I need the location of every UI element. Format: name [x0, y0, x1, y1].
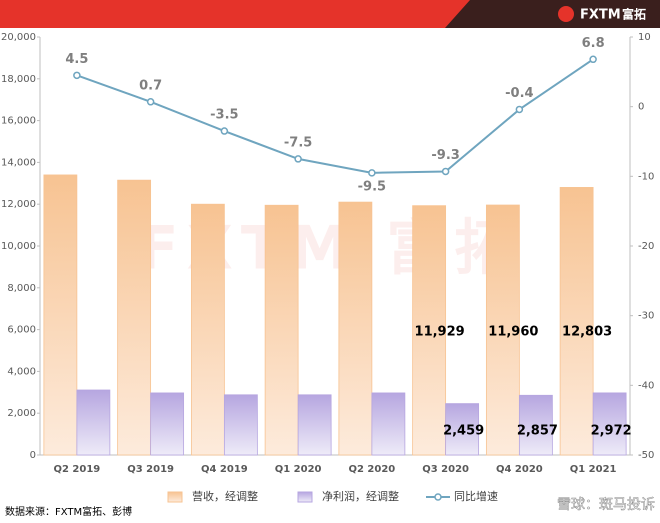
line-marker — [294, 155, 302, 163]
logo-text-cn: 富拓 — [622, 7, 646, 22]
legend-label: 营收，经调整 — [192, 489, 258, 503]
line-label: -9.3 — [431, 148, 459, 163]
y-tick-label: 0 — [30, 450, 36, 461]
y2-tick-label: -50 — [638, 450, 654, 461]
data-label: 2,857 — [517, 424, 558, 439]
x-tick-label: Q3 2020 — [422, 464, 469, 475]
bar — [518, 394, 553, 456]
y2-tick-label: -40 — [638, 380, 654, 391]
y-tick-label: 2,000 — [7, 408, 36, 419]
bar — [338, 201, 373, 456]
logo-icon — [558, 6, 574, 22]
bar — [371, 392, 406, 456]
line-marker — [368, 169, 376, 177]
line-label: 4.5 — [65, 52, 88, 67]
line-label: -9.5 — [358, 179, 386, 194]
line-marker — [146, 98, 155, 106]
legend-marker — [434, 493, 442, 501]
bar — [117, 179, 152, 456]
y-tick-label: 18,000 — [1, 74, 36, 85]
line-label: 0.7 — [139, 78, 162, 93]
x-tick-label: Q1 2021 — [570, 464, 617, 475]
corner-watermark: 雪球：斑马投诉 — [557, 497, 655, 513]
x-tick-label: Q4 2020 — [496, 464, 543, 475]
y-tick-label: 20,000 — [1, 32, 36, 43]
y-tick-label: 10,000 — [1, 241, 36, 252]
x-tick-label: Q4 2019 — [201, 464, 248, 475]
line-label: -3.5 — [210, 108, 238, 123]
line-marker — [515, 105, 524, 114]
line-marker — [73, 71, 81, 80]
line-label: -7.5 — [284, 135, 312, 150]
line-marker — [441, 167, 450, 176]
bar — [559, 187, 594, 456]
x-tick-label: Q2 2020 — [348, 464, 395, 475]
data-label: 11,929 — [415, 325, 465, 340]
bar — [264, 204, 299, 456]
data-label: 11,960 — [488, 325, 538, 340]
header-dark — [445, 0, 660, 28]
source: 数据来源：FXTM富拓、彭博 — [5, 505, 132, 518]
y-tick-label: 6,000 — [7, 325, 36, 336]
legend-swatch — [297, 491, 313, 503]
y2-tick-label: 10 — [638, 32, 651, 43]
x-tick-label: Q2 2019 — [53, 464, 100, 475]
line-marker — [220, 127, 229, 135]
y2-tick-label: -20 — [638, 241, 654, 252]
y-tick-label: 12,000 — [1, 199, 36, 210]
data-label: 12,803 — [562, 325, 612, 340]
y-tick-label: 4,000 — [7, 366, 36, 377]
bar — [223, 394, 258, 456]
line-marker — [589, 55, 597, 64]
line — [76, 58, 594, 174]
x-tick-label: Q3 2019 — [127, 464, 174, 475]
bar — [150, 392, 185, 456]
y2-tick-label: -30 — [638, 311, 654, 322]
bar — [412, 205, 447, 456]
x-tick-label: Q1 2020 — [275, 464, 322, 475]
y-tick-label: 8,000 — [7, 283, 36, 294]
line-label: -0.4 — [505, 86, 533, 101]
y2-tick-label: 0 — [638, 102, 644, 113]
bar — [76, 389, 111, 456]
bar — [297, 394, 332, 456]
y2-tick-label: -10 — [638, 171, 654, 182]
legend-swatch — [167, 491, 183, 503]
bar — [190, 203, 225, 456]
bar — [43, 174, 78, 456]
legend-label: 净利润，经调整 — [322, 489, 399, 503]
bar — [445, 403, 480, 456]
bar — [592, 392, 627, 456]
data-label: 2,459 — [443, 424, 484, 439]
y-tick-label: 14,000 — [1, 157, 36, 168]
legend-label: 同比增速 — [454, 489, 498, 503]
y-tick-label: 16,000 — [1, 116, 36, 127]
data-label: 2,972 — [591, 424, 632, 439]
line-label: 6.8 — [582, 36, 605, 51]
bar — [485, 204, 520, 456]
logo-text: FXTM — [580, 8, 621, 23]
